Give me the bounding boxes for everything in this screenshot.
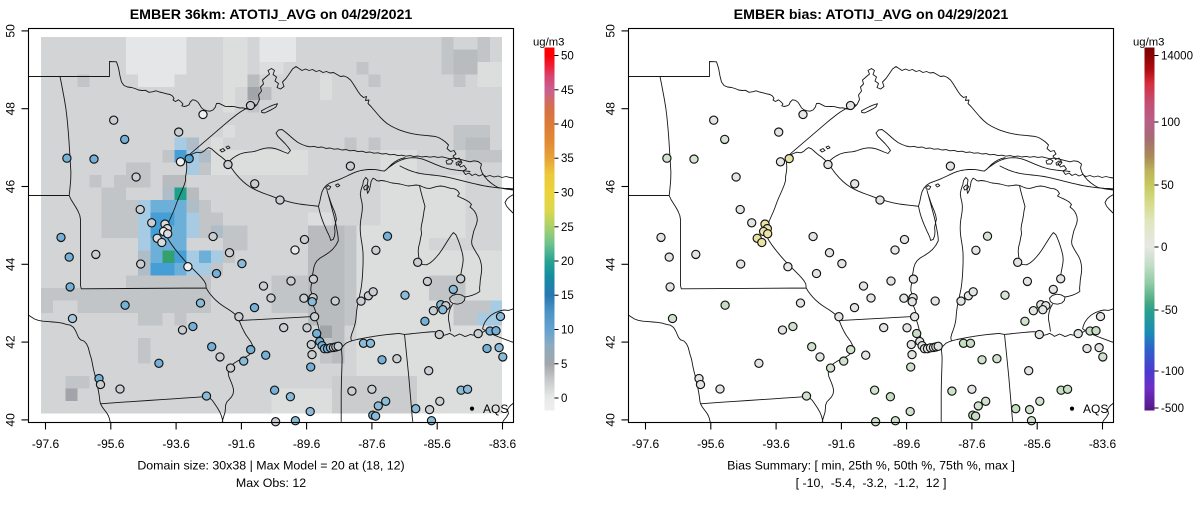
svg-text:48: 48	[4, 102, 18, 116]
svg-text:-97.6: -97.6	[32, 437, 60, 451]
svg-text:-85.6: -85.6	[1024, 437, 1052, 451]
svg-text:30: 30	[561, 188, 574, 200]
svg-text:-89.6: -89.6	[893, 437, 921, 451]
svg-text:-83.6: -83.6	[1089, 437, 1117, 451]
svg-text:-91.6: -91.6	[228, 437, 256, 451]
svg-text:42: 42	[604, 335, 618, 349]
svg-text:-87.6: -87.6	[958, 437, 986, 451]
svg-text:15: 15	[561, 290, 574, 302]
svg-text:50: 50	[604, 24, 618, 38]
svg-text:EMBER bias: ATOTIJ_AVG on 04/2: EMBER bias: ATOTIJ_AVG on 04/29/2021	[734, 7, 1009, 23]
svg-text:50: 50	[4, 24, 18, 38]
svg-text:42: 42	[4, 335, 18, 349]
svg-text:50: 50	[1161, 180, 1174, 192]
svg-text:Domain size: 30x38 | Max Model: Domain size: 30x38 | Max Model = 20 at (…	[137, 459, 404, 473]
svg-text:40: 40	[4, 413, 18, 427]
svg-text:46: 46	[4, 180, 18, 194]
svg-text:AQS: AQS	[1083, 402, 1108, 416]
svg-text:-87.6: -87.6	[358, 437, 386, 451]
svg-text:25: 25	[561, 222, 574, 234]
svg-text:44: 44	[4, 257, 18, 271]
svg-text:ug/m3: ug/m3	[1133, 37, 1164, 49]
svg-text:-100: -100	[1161, 366, 1184, 378]
svg-text:-97.6: -97.6	[632, 437, 660, 451]
svg-text:-89.6: -89.6	[293, 437, 321, 451]
svg-text:-95.6: -95.6	[97, 437, 125, 451]
svg-text:40: 40	[604, 413, 618, 427]
svg-text:50: 50	[561, 51, 574, 63]
svg-text:100: 100	[1161, 117, 1180, 129]
svg-text:-500: -500	[1161, 403, 1184, 415]
svg-text:Max Obs: 12: Max Obs: 12	[236, 476, 306, 490]
svg-text:46: 46	[604, 180, 618, 194]
svg-text:-85.6: -85.6	[424, 437, 452, 451]
svg-text:-50: -50	[1161, 305, 1178, 317]
svg-text:14000: 14000	[1161, 51, 1193, 63]
svg-text:Bias Summary: [ min, 25th %, 5: Bias Summary: [ min, 25th %, 50th %, 75t…	[727, 459, 1015, 473]
svg-text:AQS: AQS	[483, 402, 508, 416]
svg-text:EMBER 36km: ATOTIJ_AVG on 04/2: EMBER 36km: ATOTIJ_AVG on 04/29/2021	[130, 7, 413, 23]
svg-text:40: 40	[561, 119, 574, 131]
svg-text:44: 44	[604, 257, 618, 271]
svg-text:-93.6: -93.6	[762, 437, 790, 451]
svg-text:20: 20	[561, 256, 574, 268]
svg-text:35: 35	[561, 153, 574, 165]
svg-text:ug/m3: ug/m3	[533, 37, 564, 49]
svg-text:0: 0	[561, 393, 567, 405]
svg-text:-83.6: -83.6	[489, 437, 517, 451]
svg-text:45: 45	[561, 85, 574, 97]
svg-text:5: 5	[561, 359, 567, 371]
svg-text:[ -10, -5.4, -3.2, -1.2, 1: [ -10, -5.4, -3.2, -1.2, 12 ]	[796, 476, 947, 490]
svg-text:10: 10	[561, 325, 574, 337]
svg-text:-91.6: -91.6	[828, 437, 856, 451]
svg-text:-93.6: -93.6	[162, 437, 190, 451]
svg-text:48: 48	[604, 102, 618, 116]
svg-text:-95.6: -95.6	[697, 437, 725, 451]
svg-text:0: 0	[1161, 242, 1167, 254]
